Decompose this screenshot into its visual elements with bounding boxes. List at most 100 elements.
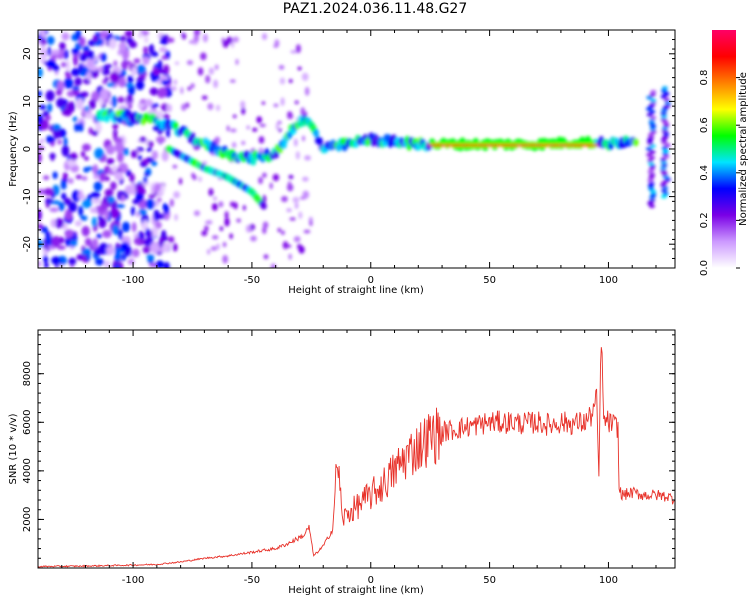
noise-speckle xyxy=(61,145,70,157)
spectrogram-x-label: Height of straight line (km) xyxy=(288,285,424,296)
spectrogram-y-tick-label: 0 xyxy=(22,146,33,152)
noise-speckle xyxy=(85,253,91,261)
noise-speckle xyxy=(92,34,99,43)
noise-speckle xyxy=(304,86,310,96)
figure-title: PAZ1.2024.036.11.48.G27 xyxy=(282,1,468,17)
noise-speckle xyxy=(64,49,69,60)
spectrogram-y-label: Frequency (Hz) xyxy=(8,111,19,187)
noise-speckle xyxy=(61,192,67,200)
noise-speckle xyxy=(167,236,175,244)
noise-speckle xyxy=(193,210,201,217)
noise-speckle xyxy=(74,123,80,132)
noise-speckle xyxy=(111,164,118,173)
noise-speckle xyxy=(302,176,309,182)
chirp-mark xyxy=(260,202,267,210)
noise-speckle xyxy=(38,209,42,221)
noise-speckle xyxy=(284,244,292,248)
noise-speckle xyxy=(157,87,168,97)
noise-speckle xyxy=(167,37,175,43)
noise-speckle xyxy=(125,169,132,177)
noise-speckle xyxy=(91,130,99,136)
noise-speckle xyxy=(153,183,161,192)
noise-speckle xyxy=(40,39,47,45)
noise-speckle xyxy=(155,136,166,143)
noise-speckle xyxy=(172,243,178,252)
noise-speckle xyxy=(50,152,55,162)
noise-speckle xyxy=(197,67,204,76)
noise-speckle xyxy=(110,181,117,191)
colorbar-tick-label: 0.4 xyxy=(699,165,710,181)
noise-speckle xyxy=(79,36,86,47)
ridge-mark xyxy=(472,137,479,145)
noise-speckle xyxy=(137,102,145,109)
noise-speckle xyxy=(278,65,285,70)
noise-speckle xyxy=(162,242,170,253)
noise-speckle xyxy=(98,242,109,255)
noise-speckle xyxy=(137,32,144,39)
noise-speckle xyxy=(45,90,55,102)
noise-speckle xyxy=(172,164,178,169)
noise-speckle xyxy=(118,76,126,88)
noise-speckle xyxy=(173,79,178,85)
noise-speckle xyxy=(100,52,107,62)
noise-speckle xyxy=(187,86,192,91)
noise-speckle xyxy=(133,58,141,64)
noise-speckle xyxy=(135,79,145,91)
noise-speckle xyxy=(288,174,294,179)
colorbar-tick-label: 0.6 xyxy=(699,117,710,133)
noise-speckle xyxy=(294,202,299,209)
edge-streak-mark xyxy=(661,146,668,151)
noise-speckle xyxy=(72,53,78,66)
noise-speckle xyxy=(258,136,265,144)
noise-speckle xyxy=(159,39,167,45)
noise-speckle xyxy=(215,104,221,112)
noise-speckle xyxy=(206,220,213,225)
noise-speckle xyxy=(289,217,296,221)
spectrogram-x-tick-label: 50 xyxy=(483,275,496,286)
noise-speckle xyxy=(106,245,115,256)
noise-speckle xyxy=(295,44,301,54)
noise-speckle xyxy=(116,151,124,163)
noise-speckle xyxy=(133,237,142,245)
noise-speckle xyxy=(303,229,311,234)
noise-speckle xyxy=(273,103,279,108)
ridge-mark xyxy=(316,137,323,146)
noise-speckle xyxy=(80,91,89,98)
noise-speckle xyxy=(69,239,78,247)
noise-speckle xyxy=(198,176,202,182)
noise-speckle xyxy=(246,125,250,130)
noise-speckle xyxy=(224,217,230,227)
noise-speckle xyxy=(74,220,82,227)
noise-speckle xyxy=(84,105,90,112)
noise-speckle xyxy=(72,86,80,91)
noise-speckle xyxy=(46,35,55,45)
high-band-mark xyxy=(592,143,599,147)
noise-speckle xyxy=(279,77,286,85)
noise-speckle xyxy=(75,174,83,180)
noise-speckle xyxy=(38,104,47,110)
noise-speckle xyxy=(160,79,170,86)
colorbar-label: Normalized spectral amplitude xyxy=(738,72,749,226)
edge-streak-mark xyxy=(650,89,657,94)
noise-speckle xyxy=(70,164,80,173)
noise-speckle xyxy=(261,33,268,41)
noise-speckle xyxy=(127,258,135,265)
noise-speckle xyxy=(258,176,263,185)
noise-speckle xyxy=(75,30,82,40)
noise-speckle xyxy=(201,161,208,165)
noise-speckle xyxy=(104,188,114,197)
noise-speckle xyxy=(124,82,134,88)
noise-speckle xyxy=(191,172,195,179)
noise-speckle xyxy=(231,41,235,49)
noise-speckle xyxy=(128,103,133,109)
edge-streak-mark xyxy=(650,101,657,106)
noise-speckle xyxy=(263,254,269,260)
noise-speckle xyxy=(97,215,102,220)
noise-speckle xyxy=(63,197,72,206)
noise-speckle xyxy=(241,140,246,146)
edge-streak-mark xyxy=(664,103,671,108)
noise-speckle xyxy=(115,203,126,209)
noise-speckle xyxy=(273,44,279,48)
noise-speckle xyxy=(293,236,301,243)
